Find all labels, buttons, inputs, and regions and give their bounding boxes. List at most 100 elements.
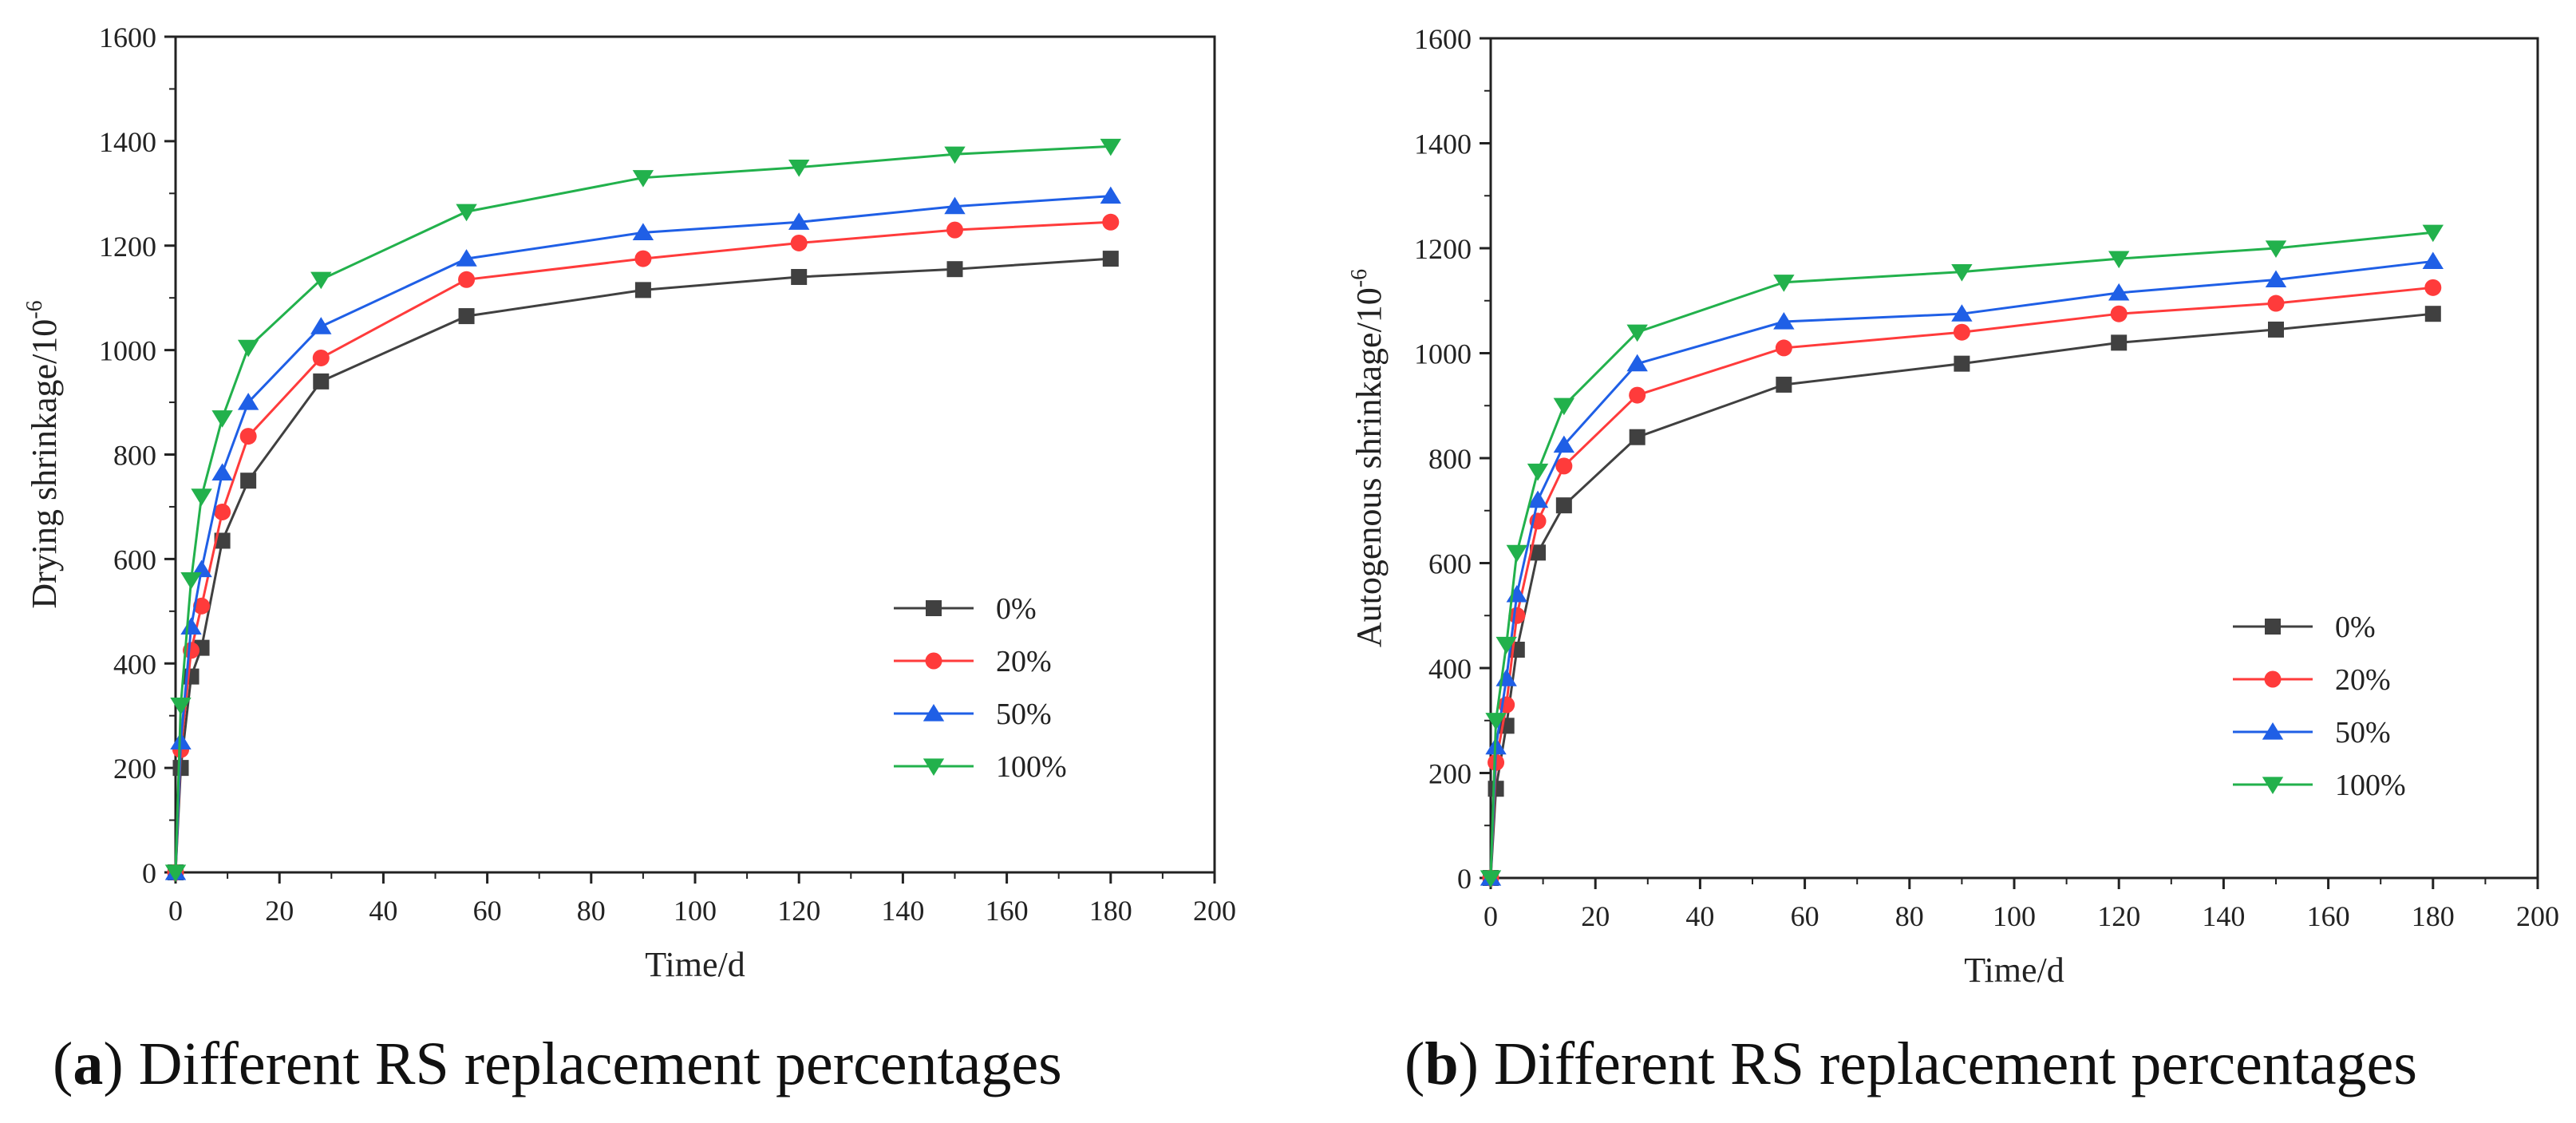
chart-b-y-tick-label: 400	[1428, 653, 1472, 685]
chart-a-series-0	[168, 251, 1119, 880]
chart-b-legend-marker	[2265, 619, 2281, 635]
chart-b-data-point	[2265, 270, 2287, 288]
chart-a-data-point	[788, 159, 810, 177]
chart-a-data-point	[946, 261, 963, 278]
chart-b-data-point	[1775, 339, 1792, 357]
chart-b-legend-marker	[2264, 670, 2282, 688]
chart-a-x-tick-label: 80	[577, 895, 606, 927]
chart-b-data-point	[1776, 376, 1792, 393]
chart-a-x-tick-label: 100	[674, 895, 717, 927]
chart-a-x-tick-label: 200	[1193, 895, 1236, 927]
chart-b-series-2	[1480, 251, 2444, 886]
chart-a-data-point	[456, 204, 477, 222]
chart-b-data-point	[1553, 397, 1575, 416]
chart-a-series-line	[174, 195, 1111, 873]
chart-b-data-point	[1553, 435, 1575, 453]
chart-a-y-tick-label: 200	[113, 753, 156, 785]
chart-a-data-point	[211, 463, 233, 481]
chart-b-data-point	[1951, 263, 1973, 282]
chart-a-y-axis-title: Drying shrinkage/10-6	[22, 300, 64, 608]
chart-b-x-tick-label: 40	[1685, 900, 1714, 932]
chart-a-data-point	[458, 271, 476, 288]
chart-a-y-tick-label: 1600	[99, 22, 156, 53]
chart-b-data-point	[1953, 323, 1970, 341]
chart-a-plot-frame	[174, 35, 1216, 874]
chart-b-y-tick-label: 200	[1428, 758, 1472, 790]
chart-b-data-point	[1555, 497, 1572, 514]
caption-a: (a) Different RS replacement percentages	[53, 1030, 1062, 1097]
chart-a-data-point	[239, 428, 257, 445]
chart-a-legend-label: 50%	[996, 698, 1052, 731]
chart-b-x-tick-label: 160	[2307, 900, 2350, 932]
chart-a-y-tick-label: 0	[142, 857, 156, 889]
chart-a-x-tick-label: 140	[881, 895, 924, 927]
caption-a-letter: a	[73, 1030, 104, 1097]
chart-a-legend-label: 20%	[996, 645, 1052, 678]
chart-b-data-point	[2424, 306, 2441, 322]
chart-a-svg: 0 20 40 60 80 100 120 140 160 180 200 0 200 400 600 800…	[22, 22, 1236, 984]
chart-b-data-point	[2108, 251, 2130, 269]
chart-b-data-point	[2424, 279, 2442, 296]
chart-a-legend-label: 0%	[996, 592, 1037, 626]
chart-b-series-line	[1489, 259, 2433, 879]
chart-b-legend-label: 20%	[2335, 663, 2391, 697]
chart-a-x-tick-label: 60	[473, 895, 502, 927]
chart-a-x-tick-label: 180	[1089, 895, 1132, 927]
chart-a-series-2	[164, 186, 1121, 880]
chart-b-x-tick-label: 80	[1895, 900, 1924, 932]
chart-b-y-tick-label: 600	[1428, 548, 1472, 580]
chart-a-data-point	[791, 269, 808, 286]
chart-b-legend: 0% 20% 50% 100%	[2233, 611, 2406, 802]
chart-a-legend-marker	[923, 758, 945, 776]
chart-a-series-1	[167, 213, 1120, 881]
chart-a-series-line	[174, 257, 1111, 873]
chart-b-y-tick-label: 1000	[1414, 338, 1472, 370]
chart-b-data-point	[1954, 355, 1970, 372]
chart-a-series-line	[174, 220, 1111, 873]
chart-b-y-tick-label: 1400	[1414, 129, 1472, 160]
chart-b-y-tick-label: 1200	[1414, 233, 1472, 265]
chart-a-x-tick-label: 40	[369, 895, 397, 927]
chart-b-y-tick-label: 1600	[1414, 23, 1472, 55]
caption-b-letter: b	[1424, 1030, 1459, 1097]
chart-b-legend-marker	[2262, 777, 2284, 794]
chart-a-data-point	[788, 212, 810, 230]
chart-a-data-point	[1102, 213, 1120, 231]
chart-a-data-point	[237, 393, 259, 410]
chart-a-data-point	[191, 488, 212, 506]
chart-a-x-tick-label: 160	[986, 895, 1029, 927]
chart-a-data-point	[790, 234, 808, 251]
chart-a-data-point	[310, 317, 332, 334]
chart-a-data-point	[946, 221, 963, 239]
chart-a-y-tick-label: 1000	[99, 335, 156, 367]
chart-b-data-point	[1555, 457, 1573, 475]
chart-a-data-point	[1100, 138, 1121, 156]
chart-b-data-point	[1480, 870, 1502, 888]
chart-a-data-point	[632, 170, 654, 188]
chart-a-y-tick-label: 400	[113, 648, 156, 680]
chart-a-data-point	[183, 642, 200, 659]
chart-b-x-axis-title: Time/d	[1964, 951, 2064, 990]
chart-a-y-tick-label: 600	[113, 544, 156, 575]
chart-b-data-point	[1773, 275, 1795, 292]
chart-a-data-point	[1102, 251, 1119, 267]
chart-a-data-point	[211, 410, 233, 428]
chart-a-legend-marker	[923, 704, 945, 722]
chart-a-data-point	[310, 271, 332, 290]
chart-b-data-point	[2111, 334, 2128, 351]
chart-b-data-point	[2422, 251, 2444, 270]
chart-b-data-point	[1773, 312, 1795, 330]
chart-b-data-point	[2268, 321, 2284, 338]
chart-b-y-tick-label: 0	[1457, 863, 1472, 895]
chart-a-x-tick-label: 120	[777, 895, 820, 927]
chart-a-data-point	[214, 503, 231, 520]
chart-a-y-tick-label: 1200	[99, 231, 156, 263]
chart-b-x-tick-label: 140	[2202, 900, 2245, 932]
chart-a-data-point	[170, 698, 192, 715]
chart-b-x-tick-label: 100	[1993, 900, 2036, 932]
chart-a-x-tick-label: 0	[168, 895, 183, 927]
chart-b-legend-label: 0%	[2335, 611, 2376, 644]
chart-b-series-3	[1480, 224, 2444, 888]
chart-b-x-tick-label: 180	[2412, 900, 2455, 932]
